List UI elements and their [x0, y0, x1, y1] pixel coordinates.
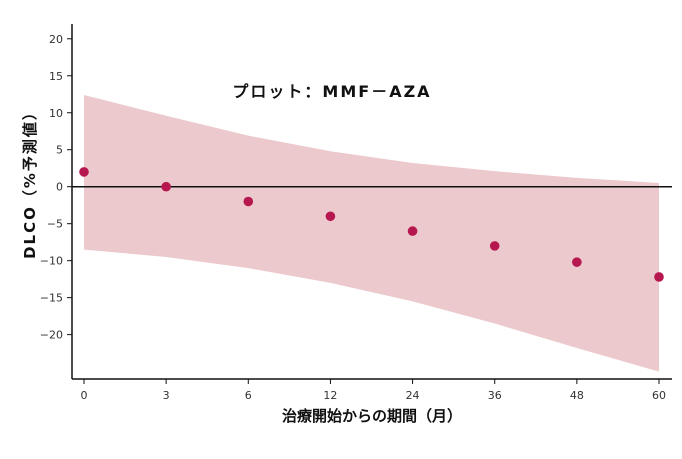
- y-tick-label: −5: [47, 218, 63, 231]
- x-ticks-layer: 0 3 6 12 24 36 48 60: [81, 379, 666, 402]
- y-tick-label: −20: [40, 329, 63, 342]
- x-tick-label: 0: [81, 389, 88, 402]
- data-point: [243, 196, 254, 207]
- data-points-layer: [79, 167, 664, 282]
- x-tick-label: 48: [570, 389, 584, 402]
- data-point: [407, 226, 418, 236]
- x-tick-label: 36: [488, 389, 502, 402]
- y-tick-label: 10: [49, 107, 63, 120]
- y-tick-label: −10: [40, 255, 63, 268]
- y-tick-label: 0: [56, 181, 63, 194]
- x-tick-label: 6: [245, 389, 252, 402]
- y-tick-label: 20: [49, 33, 63, 46]
- data-point: [79, 167, 89, 177]
- axes-layer: [71, 24, 672, 380]
- data-point: [654, 272, 664, 282]
- data-point: [489, 241, 500, 251]
- data-point: [572, 257, 582, 267]
- y-axis-title: DLCO（%予測値）: [21, 103, 39, 259]
- chart-title: プロット：MMF－AZA: [232, 82, 431, 101]
- x-axis-title: 治療開始からの期間（月）: [282, 407, 462, 425]
- data-point: [161, 181, 171, 192]
- data-point: [325, 211, 336, 222]
- y-ticks-layer: 20 15 10 5 0 −5 −10 −15 −20: [40, 33, 72, 342]
- y-tick-label: −15: [40, 292, 63, 305]
- x-tick-label: 60: [652, 389, 666, 402]
- x-tick-label: 3: [163, 389, 170, 402]
- confidence-band-layer: [84, 95, 659, 372]
- y-tick-label: 15: [49, 70, 63, 83]
- y-tick-label: 5: [56, 144, 63, 157]
- x-tick-label: 24: [406, 389, 420, 402]
- x-tick-label: 12: [323, 389, 337, 402]
- confidence-band: [84, 95, 659, 372]
